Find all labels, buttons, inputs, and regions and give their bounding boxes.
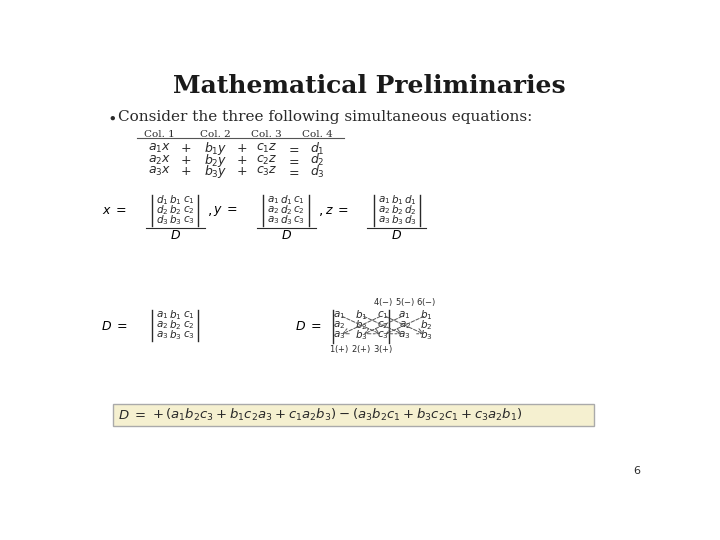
Text: $D$: $D$ [170, 230, 181, 242]
Text: $a_1$: $a_1$ [398, 309, 411, 321]
Text: $+$: $+$ [180, 142, 191, 155]
Text: $c_2$: $c_2$ [183, 319, 194, 331]
Text: $6(-)$: $6(-)$ [416, 296, 436, 308]
Text: $b_2$: $b_2$ [169, 203, 181, 217]
Text: $b_2$: $b_2$ [355, 318, 367, 332]
Text: $1(+)$: $1(+)$ [330, 343, 350, 355]
Text: $\bullet$: $\bullet$ [107, 110, 116, 125]
Text: $b_2$: $b_2$ [391, 203, 403, 217]
Text: $,$: $,$ [318, 204, 323, 218]
Text: $d_3$: $d_3$ [310, 164, 325, 180]
Text: $b_3y$: $b_3y$ [204, 163, 228, 180]
Text: $c_3$: $c_3$ [183, 329, 194, 341]
Text: $d_1$: $d_1$ [280, 193, 292, 207]
Text: $d_2$: $d_2$ [404, 203, 416, 217]
Text: $,$: $,$ [207, 204, 212, 218]
Text: $c_2$: $c_2$ [377, 319, 389, 331]
Text: $b_1$: $b_1$ [391, 193, 403, 207]
Text: $+$: $+$ [235, 165, 247, 178]
Text: $b_1$: $b_1$ [169, 193, 181, 207]
Text: $a_3$: $a_3$ [333, 329, 346, 341]
Text: $b_1$: $b_1$ [169, 308, 181, 322]
Text: $a_1$: $a_1$ [333, 309, 346, 321]
Text: Consider the three following simultaneous equations:: Consider the three following simultaneou… [118, 110, 532, 124]
Text: $4(-)$: $4(-)$ [373, 296, 393, 308]
Text: $b_3$: $b_3$ [420, 328, 433, 342]
Text: $b_1$: $b_1$ [420, 308, 433, 322]
Text: $c_1$: $c_1$ [294, 194, 305, 206]
Text: $c_1$: $c_1$ [183, 309, 194, 321]
Text: $a_3$: $a_3$ [398, 329, 411, 341]
Text: Col. 3: Col. 3 [251, 130, 282, 139]
Text: $d_3$: $d_3$ [280, 213, 292, 227]
Text: $c_3$: $c_3$ [183, 214, 194, 226]
Text: $c_2$: $c_2$ [183, 204, 194, 215]
Text: $2(+)$: $2(+)$ [351, 343, 372, 355]
Text: $5(-)$: $5(-)$ [395, 296, 415, 308]
Text: $+$: $+$ [180, 165, 191, 178]
Text: $a_3$: $a_3$ [156, 329, 168, 341]
Text: $d_3$: $d_3$ [156, 213, 168, 227]
Text: $c_1$: $c_1$ [377, 309, 389, 321]
Text: $d_2$: $d_2$ [280, 203, 292, 217]
Text: $a_1$: $a_1$ [266, 194, 279, 206]
Text: $c_2$: $c_2$ [294, 204, 305, 215]
Text: $b_2$: $b_2$ [169, 318, 181, 332]
Text: $c_3z$: $c_3z$ [256, 165, 277, 178]
Text: $=$: $=$ [287, 154, 300, 167]
Text: $a_1$: $a_1$ [156, 309, 168, 321]
Text: $d_1$: $d_1$ [404, 193, 416, 207]
Text: $y\;=$: $y\;=$ [213, 204, 238, 218]
Text: $b_3$: $b_3$ [355, 328, 368, 342]
Text: $b_3$: $b_3$ [390, 213, 403, 227]
Text: Col. 2: Col. 2 [200, 130, 231, 139]
Text: $D\;=$: $D\;=$ [102, 320, 128, 333]
Text: $D$: $D$ [281, 230, 292, 242]
Text: $D\;=$: $D\;=$ [295, 320, 322, 333]
Text: $b_3$: $b_3$ [169, 328, 181, 342]
Text: $+$: $+$ [180, 154, 191, 167]
Text: $a_3$: $a_3$ [266, 214, 279, 226]
Text: $b_1$: $b_1$ [355, 308, 367, 322]
Text: Mathematical Preliminaries: Mathematical Preliminaries [173, 75, 565, 98]
Text: $b_2y$: $b_2y$ [204, 152, 228, 169]
Text: 6: 6 [634, 467, 641, 476]
Text: Col. 1: Col. 1 [145, 130, 175, 139]
Text: $3(+)$: $3(+)$ [373, 343, 393, 355]
Text: $a_2$: $a_2$ [377, 204, 390, 215]
Text: $=$: $=$ [287, 165, 300, 178]
FancyBboxPatch shape [113, 404, 594, 426]
Text: $+\,(a_1b_2c_3 + b_1c_2a_3 + c_1a_2b_3) - (a_3b_2c_1 + b_3c_2c_1 + c_3a_2b_1)$: $+\,(a_1b_2c_3 + b_1c_2a_3 + c_1a_2b_3) … [152, 407, 523, 423]
Text: $a_1x$: $a_1x$ [148, 142, 171, 156]
Text: $a_2$: $a_2$ [399, 319, 410, 331]
Text: $=$: $=$ [287, 142, 300, 155]
Text: $+$: $+$ [235, 142, 247, 155]
Text: $c_3$: $c_3$ [293, 214, 305, 226]
Text: $d_1$: $d_1$ [156, 193, 168, 207]
Text: $d_2$: $d_2$ [156, 203, 168, 217]
Text: $a_2x$: $a_2x$ [148, 154, 171, 167]
Text: $c_2z$: $c_2z$ [256, 154, 277, 167]
Text: $d_2$: $d_2$ [310, 152, 324, 168]
Text: $c_3$: $c_3$ [377, 329, 389, 341]
Text: $b_3$: $b_3$ [169, 213, 181, 227]
Text: $c_1z$: $c_1z$ [256, 142, 277, 156]
Text: $c_1$: $c_1$ [183, 194, 194, 206]
Text: $a_3x$: $a_3x$ [148, 165, 171, 178]
Text: $d_3$: $d_3$ [404, 213, 416, 227]
Text: $d_1$: $d_1$ [310, 141, 325, 157]
Text: $a_1$: $a_1$ [377, 194, 390, 206]
Text: $D\;=$: $D\;=$ [118, 409, 146, 422]
Text: $z\;=$: $z\;=$ [325, 204, 348, 217]
Text: $b_1y$: $b_1y$ [204, 140, 228, 157]
Text: $x\;=$: $x\;=$ [102, 204, 127, 217]
Text: $a_2$: $a_2$ [267, 204, 279, 215]
Text: $+$: $+$ [235, 154, 247, 167]
Text: Col. 4: Col. 4 [302, 130, 333, 139]
Text: $D$: $D$ [392, 230, 402, 242]
Text: $a_2$: $a_2$ [333, 319, 346, 331]
Text: $a_2$: $a_2$ [156, 319, 168, 331]
Text: $a_3$: $a_3$ [377, 214, 390, 226]
Text: $b_2$: $b_2$ [420, 318, 433, 332]
